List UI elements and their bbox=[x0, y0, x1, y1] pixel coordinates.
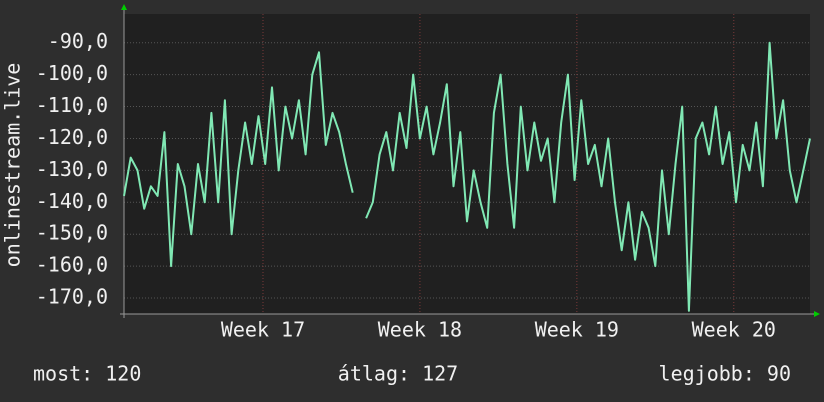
data-line bbox=[123, 41, 811, 312]
y-tick-label: -120,0 bbox=[36, 125, 108, 149]
x-tick-label: Week 19 bbox=[535, 318, 619, 342]
axis-arrow bbox=[121, 4, 127, 10]
y-tick-label: -140,0 bbox=[36, 189, 108, 213]
x-tick-label: Week 17 bbox=[221, 318, 305, 342]
x-tick-label: Week 18 bbox=[378, 318, 462, 342]
y-tick-label: -170,0 bbox=[36, 285, 108, 309]
plot-area bbox=[124, 14, 810, 314]
y-tick-label: -90,0 bbox=[48, 29, 108, 53]
stat-current: most: 120 bbox=[33, 362, 141, 386]
y-tick-label: -100,0 bbox=[36, 61, 108, 85]
stat-best: legjobb: 90 bbox=[659, 362, 791, 386]
stat-average: átlag: 127 bbox=[338, 362, 458, 386]
y-axis-label: onlinestream.live bbox=[1, 63, 25, 268]
axis-arrow bbox=[814, 311, 820, 317]
y-tick-label: -150,0 bbox=[36, 221, 108, 245]
y-tick-label: -130,0 bbox=[36, 157, 108, 181]
x-tick-label: Week 20 bbox=[692, 318, 776, 342]
y-tick-label: -110,0 bbox=[36, 93, 108, 117]
y-tick-label: -160,0 bbox=[36, 253, 108, 277]
